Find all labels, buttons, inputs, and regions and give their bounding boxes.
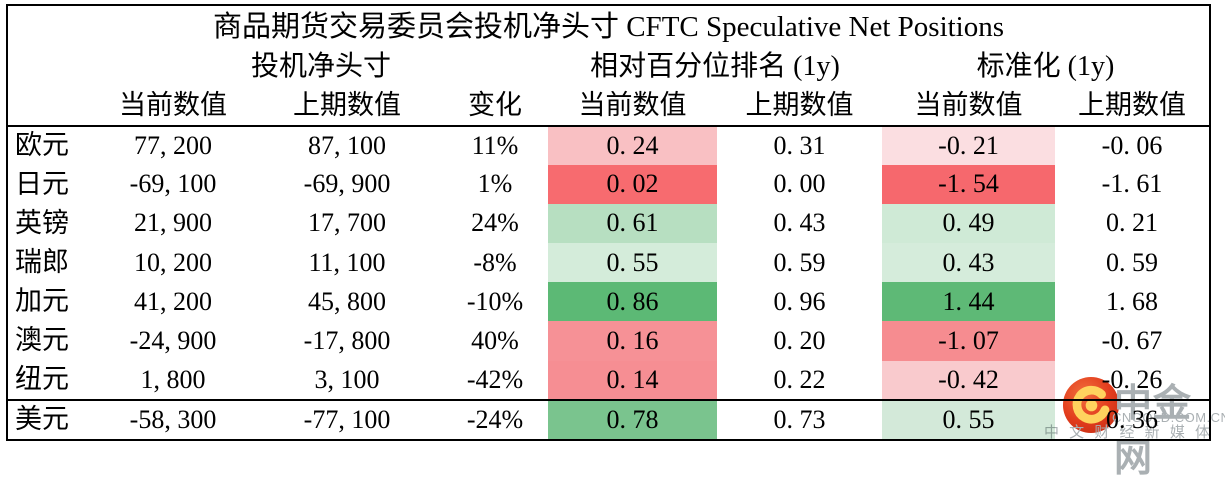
- table-row-aud: 澳元 -24, 900 -17, 800 40% 0. 16 0. 20 -1.…: [8, 321, 1209, 361]
- col-net-current: 当前数值: [94, 86, 252, 127]
- pct-current-cell: 0. 02: [548, 164, 717, 204]
- net-current-cell: -58, 300: [94, 398, 252, 439]
- pct-current-cell: 0. 14: [548, 360, 717, 400]
- table-row-cad: 加元 41, 200 45, 800 -10% 0. 86 0. 96 1. 4…: [8, 282, 1209, 322]
- pct-previous-cell: 0. 31: [773, 130, 826, 160]
- net-previous-cell: 45, 800: [308, 286, 386, 316]
- net-change-cell: -8%: [473, 247, 517, 277]
- net-current-cell: -69, 100: [129, 169, 217, 199]
- pct-previous-cell: 0. 43: [773, 208, 826, 238]
- col-spacer: [8, 86, 94, 127]
- std-previous-cell: -1. 61: [1101, 169, 1163, 199]
- group-percentile: 相对百分位排名 (1y): [590, 51, 840, 83]
- net-current-cell: -24, 900: [129, 325, 217, 355]
- pct-previous-cell: 0. 59: [773, 247, 826, 277]
- table-row-jpy: 日元 -69, 100 -69, 900 1% 0. 02 0. 00 -1. …: [8, 164, 1209, 204]
- table-row-usd: 美元 -58, 300 -77, 100 -24% 0. 78 0. 73 0.…: [8, 398, 1209, 439]
- row-label: 英镑: [15, 207, 69, 238]
- row-label: 美元: [8, 398, 94, 439]
- std-current-cell: -1. 54: [882, 164, 1055, 204]
- net-current-cell: 77, 200: [134, 130, 212, 160]
- std-previous-cell: 1. 68: [1106, 286, 1158, 316]
- pct-current-cell: 0. 55: [548, 243, 717, 283]
- net-change-cell: 11%: [471, 130, 519, 160]
- std-current-cell: 1. 44: [882, 282, 1055, 322]
- net-previous-cell: 3, 100: [314, 364, 380, 394]
- net-change-cell: 1%: [477, 169, 513, 199]
- table-row-gbp: 英镑 21, 900 17, 700 24% 0. 61 0. 43 0. 49…: [8, 203, 1209, 244]
- pct-current-cell: 0. 86: [548, 282, 717, 322]
- std-current-cell: 0. 43: [882, 243, 1055, 283]
- col-net-change: 变化: [442, 86, 548, 127]
- net-previous-cell: 11, 100: [308, 247, 386, 277]
- col-std-current: 当前数值: [882, 86, 1055, 127]
- net-current-cell: 10, 200: [134, 247, 212, 277]
- std-current-cell: -1. 07: [882, 321, 1055, 361]
- pct-previous-cell: 0. 96: [773, 286, 826, 316]
- std-current-cell: 0. 49: [882, 203, 1055, 244]
- net-change-cell: 40%: [471, 325, 519, 355]
- column-header-row: 当前数值 上期数值 变化 当前数值 上期数值 当前数值 上期数值: [8, 86, 1209, 127]
- net-current-cell: 1, 800: [140, 364, 206, 394]
- net-change-cell: -24%: [442, 398, 548, 439]
- row-label: 加元: [15, 286, 69, 317]
- col-pct-previous: 上期数值: [717, 86, 882, 127]
- data-table: 商品期货交易委员会投机净头寸 CFTC Speculative Net Posi…: [8, 6, 1209, 439]
- pct-current-cell: 0. 16: [548, 321, 717, 361]
- std-current-cell: -0. 21: [882, 125, 1055, 165]
- table-row-eur: 欧元 77, 200 87, 100 11% 0. 24 0. 31 -0. 2…: [8, 125, 1209, 165]
- pct-previous-cell: 0. 22: [773, 364, 826, 394]
- std-previous-cell: -0. 67: [1101, 325, 1163, 355]
- pct-current-cell: 0. 78: [548, 398, 717, 439]
- pct-previous-cell: 0. 73: [717, 398, 882, 439]
- std-previous-cell: 0. 36: [1055, 398, 1209, 439]
- net-previous-cell: 87, 100: [308, 130, 386, 160]
- net-current-cell: 21, 900: [134, 208, 212, 238]
- row-label: 欧元: [15, 130, 69, 161]
- col-std-previous: 上期数值: [1055, 86, 1209, 127]
- net-previous-cell: -77, 100: [252, 398, 442, 439]
- row-label: 瑞郎: [15, 247, 69, 278]
- col-pct-current: 当前数值: [548, 86, 717, 127]
- group-standardized: 标准化 (1y): [976, 51, 1115, 83]
- std-current-cell: 0. 55: [882, 398, 1055, 439]
- group-spacer: [8, 48, 94, 86]
- pct-current-cell: 0. 24: [548, 125, 717, 165]
- std-previous-cell: -0. 06: [1101, 130, 1163, 160]
- std-current-cell: -0. 42: [882, 360, 1055, 400]
- pct-previous-cell: 0. 00: [773, 169, 826, 199]
- std-previous-cell: 0. 59: [1106, 247, 1158, 277]
- net-change-cell: 24%: [471, 208, 519, 238]
- row-label: 纽元: [15, 364, 69, 395]
- pct-current-cell: 0. 61: [548, 203, 717, 244]
- table-row-nzd: 纽元 1, 800 3, 100 -42% 0. 14 0. 22 -0. 42…: [8, 360, 1209, 400]
- net-change-cell: -10%: [466, 286, 524, 316]
- row-label: 日元: [15, 168, 69, 199]
- net-change-cell: -42%: [466, 364, 524, 394]
- table-row-chf: 瑞郎 10, 200 11, 100 -8% 0. 55 0. 59 0. 43…: [8, 243, 1209, 283]
- net-current-cell: 41, 200: [134, 286, 212, 316]
- std-previous-cell: -0. 26: [1101, 364, 1163, 394]
- std-previous-cell: 0. 21: [1106, 208, 1158, 238]
- group-header-row: 投机净头寸 相对百分位排名 (1y) 标准化 (1y): [8, 48, 1209, 86]
- table-title-row: 商品期货交易委员会投机净头寸 CFTC Speculative Net Posi…: [8, 6, 1209, 48]
- net-previous-cell: -69, 900: [303, 169, 391, 199]
- cftc-positions-table: 商品期货交易委员会投机净头寸 CFTC Speculative Net Posi…: [6, 4, 1211, 441]
- net-previous-cell: 17, 700: [308, 208, 386, 238]
- row-label: 澳元: [15, 325, 69, 356]
- net-previous-cell: -17, 800: [303, 325, 391, 355]
- pct-previous-cell: 0. 20: [773, 325, 826, 355]
- group-positions: 投机净头寸: [250, 51, 391, 83]
- col-net-previous: 上期数值: [252, 86, 442, 127]
- table-title: 商品期货交易委员会投机净头寸 CFTC Speculative Net Posi…: [212, 10, 1005, 43]
